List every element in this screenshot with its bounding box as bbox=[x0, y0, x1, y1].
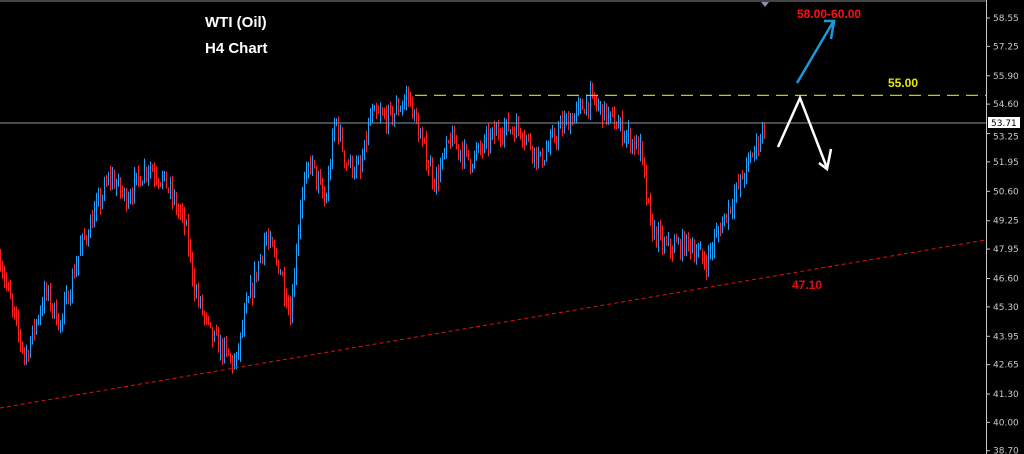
chart-title: WTI (Oil) bbox=[205, 14, 267, 31]
up-arrow-head bbox=[824, 19, 836, 40]
y-tick-label: 42.65 bbox=[993, 361, 1019, 371]
support-label: 47.10 bbox=[792, 278, 822, 292]
y-tick-label: 41.30 bbox=[993, 390, 1019, 400]
y-tick-label: 43.95 bbox=[993, 332, 1019, 342]
resistance-label: 55.00 bbox=[888, 76, 918, 90]
y-tick-label: 57.25 bbox=[993, 42, 1019, 52]
y-tick-label: 58.55 bbox=[993, 14, 1019, 24]
y-tick-label: 46.60 bbox=[993, 275, 1019, 285]
y-tick-label: 54.60 bbox=[993, 100, 1019, 110]
current-price-box bbox=[988, 117, 1020, 128]
y-tick-label: 40.00 bbox=[993, 418, 1019, 428]
y-tick-label: 38.70 bbox=[993, 447, 1019, 454]
chart-subtitle: H4 Chart bbox=[205, 40, 268, 57]
target-label: 58.00-60.00 bbox=[797, 7, 861, 21]
down-arrow bbox=[776, 94, 829, 169]
y-tick-label: 51.95 bbox=[993, 158, 1019, 168]
support-trendline[interactable] bbox=[0, 239, 987, 409]
down-arrow-head bbox=[818, 148, 833, 172]
candles bbox=[0, 80, 765, 374]
price-axis: 58.55 57.25 55.90 54.60 53.25 51.95 50.60 49.25… bbox=[986, 14, 1019, 454]
y-tick-label: 49.25 bbox=[993, 217, 1019, 227]
y-tick-label: 50.60 bbox=[993, 187, 1019, 197]
y-tick-label: 45.30 bbox=[993, 303, 1019, 313]
y-tick-label: 53.25 bbox=[993, 133, 1019, 143]
y-tick-label: 47.95 bbox=[993, 245, 1019, 255]
y-tick-label: 55.90 bbox=[993, 72, 1019, 82]
up-arrow bbox=[795, 21, 835, 84]
current-price-label: 53.71 bbox=[991, 119, 1017, 129]
scroll-marker-icon[interactable] bbox=[761, 2, 769, 7]
